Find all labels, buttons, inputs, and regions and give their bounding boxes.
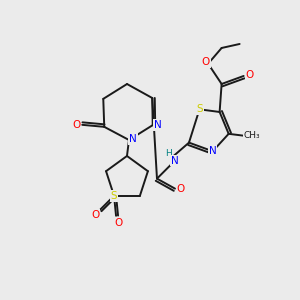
Text: O: O [114, 218, 122, 228]
Text: N: N [129, 134, 137, 144]
Text: O: O [91, 210, 99, 220]
Text: H: H [166, 149, 172, 158]
Text: CH₃: CH₃ [243, 131, 260, 140]
Text: N: N [171, 156, 179, 166]
Text: N: N [209, 146, 217, 156]
Text: O: O [177, 184, 185, 194]
Text: S: S [196, 104, 203, 114]
Text: O: O [202, 57, 210, 67]
Text: O: O [245, 70, 254, 80]
Text: O: O [72, 120, 80, 130]
Text: S: S [111, 191, 117, 201]
Text: N: N [154, 120, 162, 130]
